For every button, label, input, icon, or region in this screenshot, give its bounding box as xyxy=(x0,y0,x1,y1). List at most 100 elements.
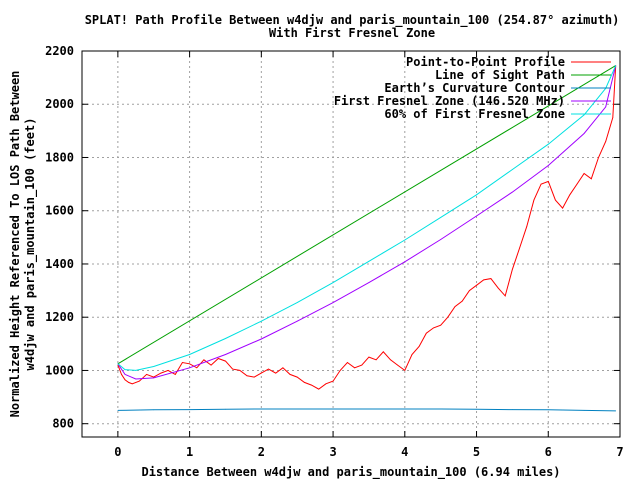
data-point xyxy=(368,282,370,283)
data-point xyxy=(512,409,513,410)
data-point xyxy=(404,261,406,263)
data-point xyxy=(547,181,549,182)
y-axis-label-line1: Normalized Height Referenced To LOS Path… xyxy=(8,71,22,418)
series-4 xyxy=(117,65,617,371)
data-point xyxy=(124,379,126,381)
data-point xyxy=(397,364,398,366)
data-point xyxy=(124,369,126,370)
data-point xyxy=(497,287,499,289)
data-point xyxy=(128,382,130,383)
y-tick-label: 1600 xyxy=(45,204,74,218)
data-point xyxy=(583,173,585,174)
data-point xyxy=(576,183,578,185)
axis-ticks: 0 1 2 3 4 5 6 7 800 1000 1200 1400 1600 1800 2000 2200 xyxy=(45,44,624,459)
data-point xyxy=(519,247,520,249)
x-tick-label: 0 xyxy=(114,445,121,459)
data-point xyxy=(569,194,571,196)
data-point xyxy=(135,370,137,371)
data-point xyxy=(583,410,585,411)
data-point xyxy=(332,380,334,382)
data-point xyxy=(512,191,513,193)
series-2 xyxy=(117,408,617,412)
data-point xyxy=(289,374,291,375)
data-point xyxy=(260,320,262,322)
legend-entry: Point-to-Point Profile xyxy=(406,55,611,69)
data-point xyxy=(440,408,442,410)
data-point xyxy=(153,409,155,411)
data-point xyxy=(540,183,542,185)
data-point xyxy=(469,290,470,291)
data-point xyxy=(382,351,384,353)
data-point xyxy=(368,260,370,262)
series-line xyxy=(117,65,617,380)
y-tick-label: 1200 xyxy=(45,310,74,324)
data-point xyxy=(476,408,477,410)
data-point xyxy=(612,117,614,118)
data-point xyxy=(225,354,226,355)
data-point xyxy=(160,372,162,374)
data-point xyxy=(526,226,528,228)
data-point xyxy=(605,141,607,142)
data-point xyxy=(225,338,226,339)
data-point xyxy=(246,375,248,377)
data-point xyxy=(512,169,513,170)
data-point xyxy=(260,338,262,340)
data-point xyxy=(440,324,442,326)
data-point xyxy=(347,362,348,363)
data-point xyxy=(483,279,485,281)
data-point xyxy=(433,327,434,329)
data-point xyxy=(146,374,148,375)
data-point xyxy=(547,165,549,166)
data-point xyxy=(135,378,137,380)
data-point xyxy=(562,207,563,209)
x-tick-label: 2 xyxy=(258,445,265,459)
data-point xyxy=(121,374,122,375)
plot-frame xyxy=(81,50,621,438)
data-point xyxy=(275,372,277,374)
data-point xyxy=(615,65,617,66)
x-tick-label: 5 xyxy=(473,445,480,459)
data-point xyxy=(404,370,406,371)
series-3 xyxy=(117,65,617,380)
data-point xyxy=(547,143,549,145)
y-tick-label: 800 xyxy=(52,417,74,431)
y-tick-label: 2000 xyxy=(45,97,74,111)
data-point xyxy=(153,366,155,367)
x-tick-label: 3 xyxy=(329,445,336,459)
data-point xyxy=(325,383,327,385)
legend-label: Point-to-Point Profile xyxy=(406,55,565,69)
data-point xyxy=(131,383,133,385)
data-point xyxy=(217,358,219,359)
data-point xyxy=(189,367,191,369)
data-point xyxy=(590,178,592,180)
data-point xyxy=(583,114,585,116)
data-point xyxy=(282,367,284,369)
x-tick-label: 4 xyxy=(401,445,408,459)
y-tick-label: 1800 xyxy=(45,150,74,164)
series-line xyxy=(117,65,617,371)
data-point xyxy=(598,157,599,158)
x-axis-label: Distance Between w4djw and paris_mountai… xyxy=(141,465,560,480)
data-point xyxy=(332,408,334,410)
data-point xyxy=(476,215,477,217)
data-point xyxy=(232,368,234,370)
data-point xyxy=(268,368,269,370)
data-point xyxy=(153,376,155,378)
legend-label: 60% of First Fresnel Zone xyxy=(384,107,565,121)
data-point xyxy=(296,376,298,378)
data-point xyxy=(139,380,140,382)
data-point xyxy=(404,239,406,241)
data-point xyxy=(454,306,456,307)
data-point xyxy=(225,360,226,362)
data-point xyxy=(512,268,513,270)
y-tick-label: 1000 xyxy=(45,363,74,377)
data-point xyxy=(117,410,119,411)
data-point xyxy=(167,370,169,371)
data-point xyxy=(203,359,205,361)
data-point xyxy=(411,354,413,355)
x-tick-label: 7 xyxy=(616,445,623,459)
data-point xyxy=(296,408,298,410)
data-point xyxy=(296,302,298,303)
series-line xyxy=(117,408,616,412)
data-point xyxy=(555,199,556,201)
